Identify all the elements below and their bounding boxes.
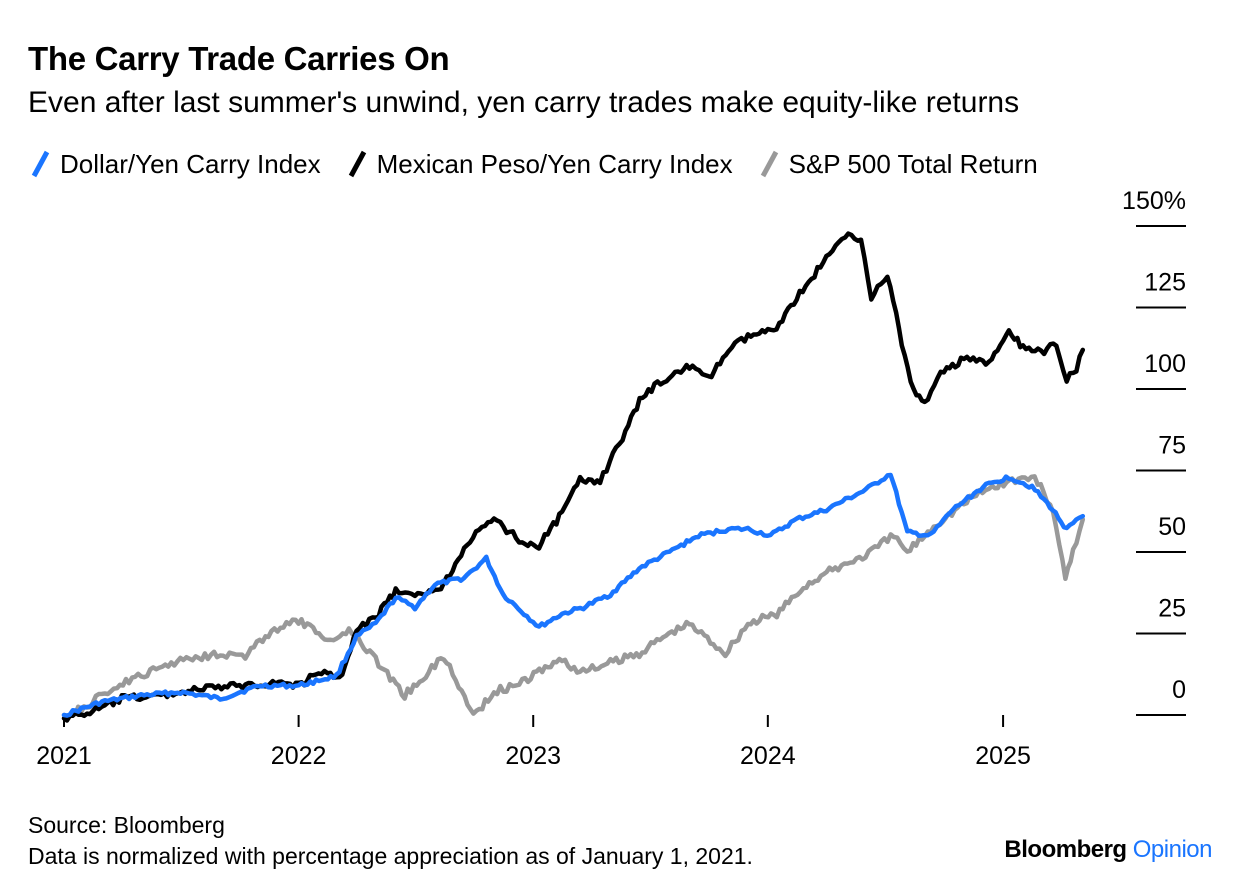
series-line-spx bbox=[61, 474, 1086, 720]
legend-label-spx: S&P 500 Total Return bbox=[788, 148, 1038, 179]
legend-item-mxn-jpy: Mexican Peso/Yen Carry Index bbox=[345, 146, 733, 182]
x-tick-label: 2021 bbox=[36, 742, 92, 770]
legend-item-usd-jpy: Dollar/Yen Carry Index bbox=[28, 146, 321, 182]
legend-item-spx: S&P 500 Total Return bbox=[757, 146, 1038, 182]
data-note: Data is normalized with percentage appre… bbox=[28, 843, 753, 869]
y-tick-label: 50 bbox=[1158, 513, 1186, 541]
y-tick-label: 150% bbox=[1122, 187, 1186, 215]
y-tick-label: 125 bbox=[1144, 269, 1186, 297]
y-tick-label: 75 bbox=[1158, 432, 1186, 460]
x-tick-label: 2022 bbox=[271, 742, 327, 770]
chart-title: The Carry Trade Carries On bbox=[28, 40, 450, 77]
legend-label-usd-jpy: Dollar/Yen Carry Index bbox=[60, 148, 321, 179]
x-tick-label: 2024 bbox=[740, 742, 796, 770]
brand-main: Bloomberg bbox=[1004, 836, 1127, 863]
chart-subtitle: Even after last summer's unwind, yen car… bbox=[28, 86, 1020, 119]
y-tick-label: 0 bbox=[1172, 676, 1186, 704]
legend-swatch-mxn-jpy bbox=[348, 150, 366, 178]
y-tick-label: 100 bbox=[1144, 350, 1186, 378]
brand-logo: Bloomberg Opinion bbox=[1004, 836, 1212, 864]
legend-label-mxn-jpy: Mexican Peso/Yen Carry Index bbox=[376, 148, 733, 179]
x-tick-label: 2023 bbox=[505, 742, 561, 770]
y-tick-label: 25 bbox=[1158, 595, 1186, 623]
legend-swatch-usd-jpy bbox=[31, 150, 50, 178]
series-line-mxn-jpy bbox=[61, 231, 1086, 723]
source-note: Source: Bloomberg bbox=[28, 812, 225, 838]
legend: Dollar/Yen Carry Index Mexican Peso/Yen … bbox=[28, 146, 1062, 182]
x-tick-label: 2025 bbox=[975, 742, 1031, 770]
legend-swatch-spx bbox=[760, 150, 778, 178]
series-line-usd-jpy bbox=[61, 472, 1086, 718]
brand-accent: Opinion bbox=[1132, 836, 1213, 863]
